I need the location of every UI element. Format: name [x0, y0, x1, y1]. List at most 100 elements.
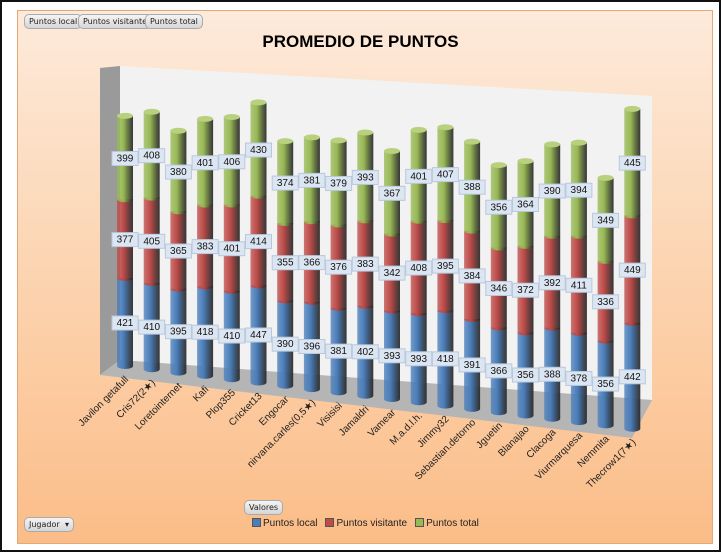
data-label: 372 [517, 285, 534, 296]
data-label-box [485, 199, 513, 215]
data-label-box [618, 262, 646, 278]
cylinder-top [197, 115, 214, 122]
data-label: 393 [410, 354, 427, 365]
data-label: 346 [490, 283, 507, 294]
data-label-box [485, 363, 513, 379]
data-label: 392 [544, 278, 561, 289]
data-label-box [218, 328, 246, 344]
data-label: 401 [410, 171, 427, 182]
legend: Puntos local Puntos visitante Puntos tot… [252, 518, 479, 529]
data-label: 418 [197, 327, 214, 338]
data-label-box [378, 185, 406, 201]
data-label: 410 [143, 322, 160, 333]
cylinder-top [330, 137, 347, 144]
data-label-box [485, 280, 513, 296]
data-label-box [538, 183, 566, 199]
data-label: 408 [143, 151, 160, 162]
cylinder-top [277, 138, 294, 145]
data-label-box [191, 155, 219, 171]
field-button-puntos-local[interactable]: Puntos local [24, 14, 83, 29]
data-label-box [565, 370, 593, 386]
data-label-box [325, 259, 353, 275]
data-label: 410 [223, 331, 240, 342]
data-label: 394 [571, 185, 588, 196]
data-label-box [405, 351, 433, 367]
data-label: 383 [357, 259, 374, 270]
data-label-box [405, 168, 433, 184]
data-label: 401 [197, 158, 214, 169]
cylinder-top [597, 174, 614, 181]
cylinder-top [437, 124, 454, 131]
data-label-box [271, 175, 299, 191]
category-label: Javilon getafull [77, 374, 132, 429]
data-label: 442 [624, 372, 641, 383]
data-label-box [565, 182, 593, 198]
data-label-box [512, 367, 539, 383]
data-label: 384 [464, 271, 481, 282]
data-label: 383 [197, 242, 214, 253]
data-label: 406 [223, 157, 240, 168]
data-label-box [378, 348, 406, 364]
data-label-box [538, 275, 566, 291]
data-label: 405 [143, 236, 160, 247]
data-label-box [164, 243, 192, 259]
data-label: 379 [330, 178, 347, 189]
data-label-box [458, 357, 486, 373]
data-label: 390 [544, 186, 561, 197]
data-label-box [351, 256, 379, 272]
data-label-box [618, 155, 646, 171]
data-label-box [512, 196, 539, 212]
data-label: 349 [597, 215, 614, 226]
data-label: 366 [490, 366, 507, 377]
data-label: 421 [117, 318, 134, 329]
cylinder-top [357, 129, 374, 136]
field-button-jugador[interactable]: Jugador ▾ [24, 517, 74, 532]
data-label: 377 [117, 235, 134, 246]
cylinder-top [464, 138, 481, 145]
data-label-box [351, 169, 379, 185]
data-label: 449 [624, 265, 641, 276]
data-label-box [191, 324, 219, 340]
data-label-box [164, 164, 192, 180]
cylinder-top [570, 139, 587, 146]
legend-item-total[interactable]: Puntos total [415, 518, 479, 529]
data-label-box [592, 376, 620, 392]
data-label-box [164, 324, 192, 340]
data-label: 390 [277, 339, 294, 350]
data-label: 356 [490, 202, 507, 213]
legend-item-local[interactable]: Puntos local [252, 518, 317, 529]
data-label-box [298, 339, 326, 355]
data-label: 374 [277, 178, 294, 189]
data-label-box [458, 179, 486, 195]
cylinder-top [410, 126, 427, 133]
data-label-box [325, 175, 353, 191]
jugador-label: Jugador [29, 520, 60, 529]
data-label: 367 [384, 188, 401, 199]
data-label-box [218, 241, 246, 257]
data-label: 445 [624, 158, 641, 169]
data-label: 408 [410, 263, 427, 274]
data-label-box [351, 344, 379, 360]
data-label-box [271, 255, 299, 271]
data-label-box [191, 239, 219, 255]
data-label: 378 [571, 373, 588, 384]
field-button-puntos-visitante[interactable]: Puntos visitante [78, 14, 153, 29]
cylinder-top [303, 134, 320, 141]
field-button-valores[interactable]: Valores [244, 500, 284, 515]
data-label: 388 [544, 369, 561, 380]
data-label: 366 [304, 258, 321, 269]
data-label-box [245, 327, 272, 343]
data-label-box [512, 282, 539, 298]
legend-label: Puntos visitante [336, 518, 408, 529]
data-label: 342 [384, 268, 401, 279]
legend-item-visitante[interactable]: Puntos visitante [325, 518, 407, 529]
cylinder-top [384, 148, 400, 155]
data-label: 407 [437, 170, 454, 181]
data-label: 418 [437, 354, 454, 365]
data-label: 391 [464, 360, 481, 371]
field-button-puntos-total[interactable]: Puntos total [145, 14, 203, 29]
data-label: 388 [464, 182, 481, 193]
data-label: 356 [597, 379, 614, 390]
cylinder-top [517, 158, 534, 165]
